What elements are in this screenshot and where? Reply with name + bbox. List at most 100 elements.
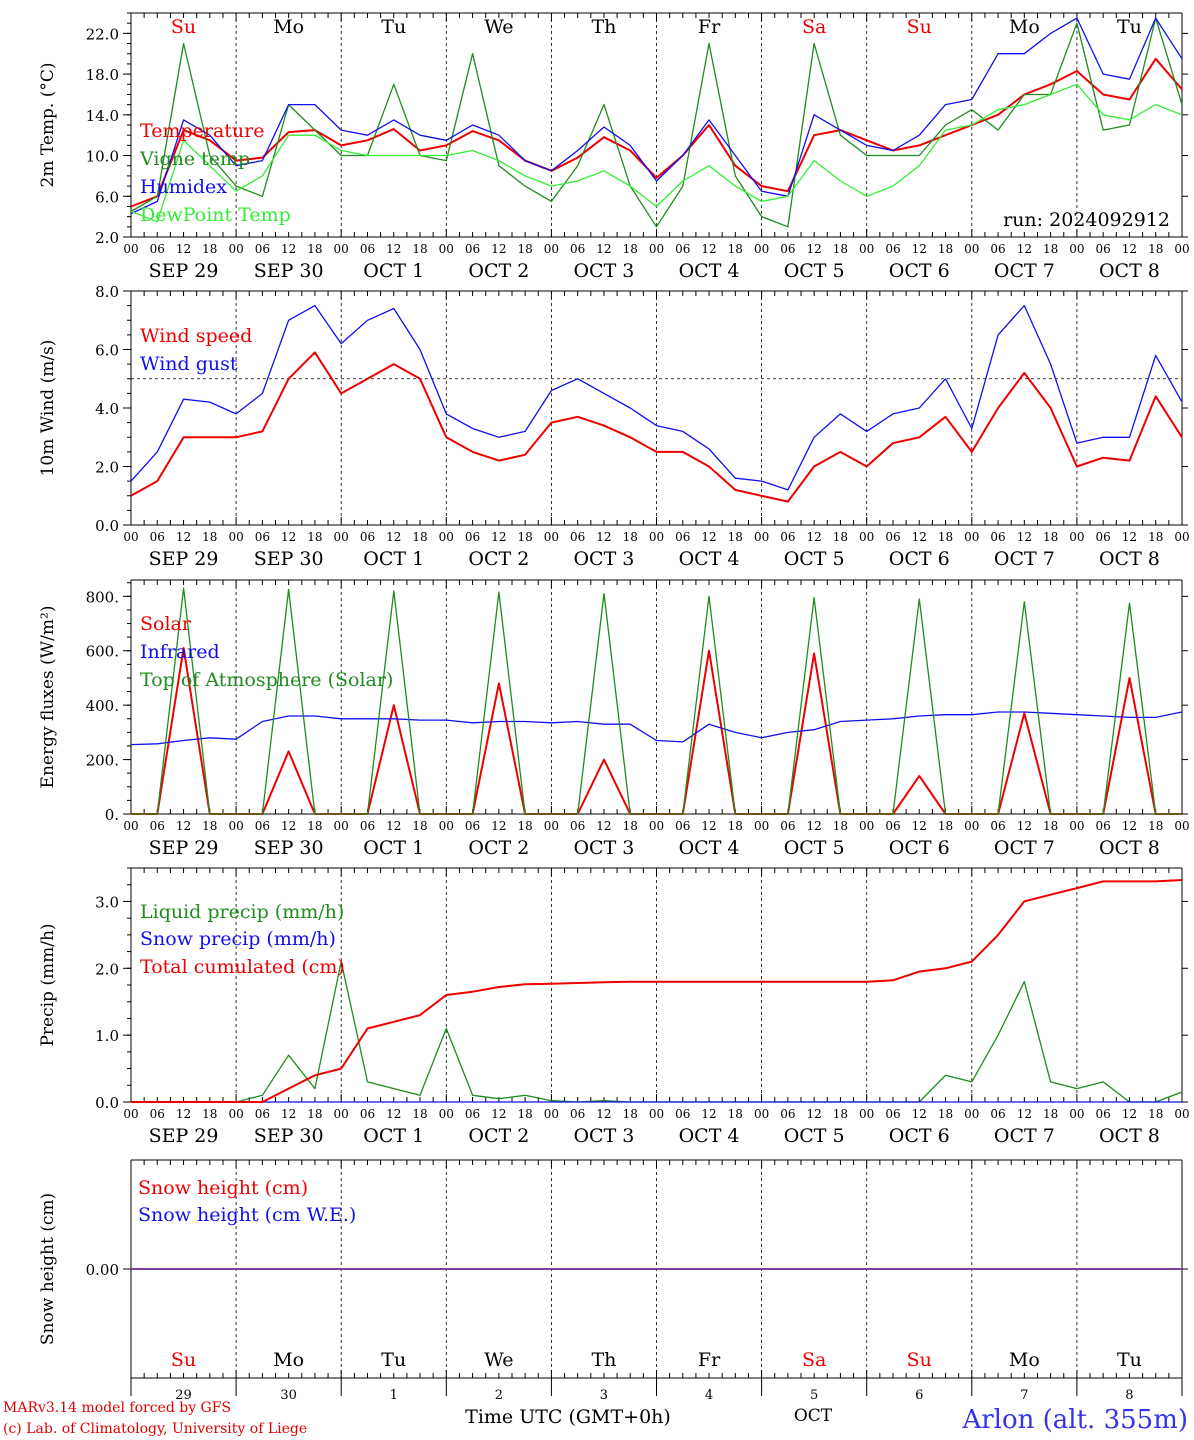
x-date-label: OCT 8 xyxy=(1099,1125,1160,1147)
day-of-week-bottom: Mo xyxy=(1009,1349,1040,1371)
x-date-label: OCT 4 xyxy=(679,548,740,570)
day-of-week-bottom: Tu xyxy=(381,1349,406,1371)
x-date-label: SEP 29 xyxy=(149,837,219,859)
x-hour-label: 18 xyxy=(202,530,217,544)
x-date-label: SEP 29 xyxy=(149,260,219,282)
x-hour-label: 06 xyxy=(1096,819,1111,833)
x-hour-label: 12 xyxy=(491,242,506,256)
day-of-week-top: Mo xyxy=(273,16,304,38)
x-hour-label: 06 xyxy=(675,530,690,544)
series-line-total-cumulated-cm- xyxy=(131,879,1183,1103)
legend-entry: Snow precip (mm/h) xyxy=(140,928,336,950)
x-hour-label: 06 xyxy=(570,1107,585,1121)
series-line-vigne-temp xyxy=(130,17,1183,228)
x-date-label: OCT 8 xyxy=(1099,260,1160,282)
x-hour-label: 18 xyxy=(1043,819,1058,833)
x-hour-label: 00 xyxy=(228,530,243,544)
x-hour-label: 12 xyxy=(807,819,822,833)
x-hour-label: 06 xyxy=(1096,1107,1111,1121)
y-tick-label: 2.0 xyxy=(95,229,119,247)
legend-entry: Humidex xyxy=(140,176,227,198)
legend-entry: Total cumulated (cm) xyxy=(140,956,345,978)
x-hour-label: 18 xyxy=(307,242,322,256)
x-hour-label: 18 xyxy=(728,819,743,833)
x-hour-label: 18 xyxy=(517,530,532,544)
x-hour-label: 12 xyxy=(281,242,296,256)
series-line-dewpoint-temp xyxy=(130,83,1183,223)
x-hour-label: 12 xyxy=(596,530,611,544)
x-hour-label: 00 xyxy=(544,242,559,256)
x-hour-label: 00 xyxy=(649,530,664,544)
day-of-week-top: Su xyxy=(907,16,932,38)
day-of-week-top: Mo xyxy=(1009,16,1040,38)
x-hour-label: 18 xyxy=(938,530,953,544)
y-tick-label: 6.0 xyxy=(95,188,119,206)
x-date-label: OCT 2 xyxy=(468,837,529,859)
legend-entry: Wind speed xyxy=(140,325,252,347)
bottom-day-number: 2 xyxy=(495,1388,503,1403)
x-hour-label: 12 xyxy=(1122,819,1137,833)
y-tick-label: 600. xyxy=(86,643,119,661)
x-date-label: OCT 8 xyxy=(1099,548,1160,570)
x-hour-label: 18 xyxy=(623,242,638,256)
x-date-label: OCT 3 xyxy=(573,1125,634,1147)
day-of-week-top: We xyxy=(484,16,513,38)
x-hour-label: 06 xyxy=(150,242,165,256)
x-hour-label: 00 xyxy=(334,242,349,256)
x-hour-label: 12 xyxy=(596,1107,611,1121)
y-tick-label: 0.00 xyxy=(86,1261,119,1279)
x-hour-label: 06 xyxy=(885,242,900,256)
x-hour-label: 00 xyxy=(439,1107,454,1121)
x-hour-label: 06 xyxy=(150,530,165,544)
bottom-day-number: 4 xyxy=(705,1388,713,1403)
day-of-week-bottom: Sa xyxy=(802,1349,826,1371)
x-hour-label: 06 xyxy=(780,242,795,256)
x-hour-label: 06 xyxy=(990,242,1005,256)
x-hour-label: 18 xyxy=(202,242,217,256)
legend-entry: Vigne temp xyxy=(139,148,250,170)
x-hour-label: 00 xyxy=(1174,1107,1189,1121)
x-date-label: OCT 7 xyxy=(994,837,1055,859)
legend-entry: Temperature xyxy=(140,120,264,142)
x-date-label: OCT 7 xyxy=(994,548,1055,570)
x-hour-label: 18 xyxy=(517,242,532,256)
x-hour-label: 00 xyxy=(228,1107,243,1121)
x-hour-label: 12 xyxy=(807,1107,822,1121)
x-hour-label: 06 xyxy=(255,819,270,833)
x-hour-label: 06 xyxy=(990,819,1005,833)
x-hour-label: 06 xyxy=(360,819,375,833)
credit-line-1: MARv3.14 model forced by GFS xyxy=(3,1400,231,1416)
x-hour-label: 18 xyxy=(938,1107,953,1121)
series-line-infrared xyxy=(130,711,1183,746)
x-date-label: OCT 3 xyxy=(573,260,634,282)
x-hour-label: 06 xyxy=(255,242,270,256)
x-hour-label: 18 xyxy=(307,530,322,544)
y-axis-label: Energy fluxes (W/m²) xyxy=(38,606,58,789)
x-hour-label: 12 xyxy=(386,819,401,833)
x-hour-label: 18 xyxy=(1043,530,1058,544)
x-date-label: OCT 4 xyxy=(679,260,740,282)
panel-4: 3.0 2.0 1.0 0.0 Precip (mm/h) Liquid precip (… xyxy=(38,867,1190,1147)
x-date-label: OCT 1 xyxy=(363,548,424,570)
bottom-day-number: 7 xyxy=(1020,1388,1028,1403)
x-hour-label: 06 xyxy=(990,530,1005,544)
x-hour-label: 12 xyxy=(1122,530,1137,544)
y-axis-label: Precip (mm/h) xyxy=(38,923,58,1046)
x-hour-label: 06 xyxy=(150,819,165,833)
x-hour-label: 18 xyxy=(202,819,217,833)
x-hour-label: 00 xyxy=(649,819,664,833)
run-label: run: 2024092912 xyxy=(1003,209,1170,231)
x-hour-label: 12 xyxy=(281,1107,296,1121)
x-hour-label: 12 xyxy=(176,819,191,833)
x-hour-label: 06 xyxy=(465,819,480,833)
x-date-label: OCT 5 xyxy=(784,548,845,570)
legend-entry: Top of Atmosphere (Solar) xyxy=(140,669,393,691)
x-hour-label: 00 xyxy=(1069,819,1084,833)
x-hour-label: 18 xyxy=(412,1107,427,1121)
bottom-day-number: 5 xyxy=(810,1388,818,1403)
x-hour-label: 12 xyxy=(912,1107,927,1121)
x-hour-label: 06 xyxy=(255,530,270,544)
x-hour-label: 18 xyxy=(833,1107,848,1121)
station-label: Arlon (alt. 355m) xyxy=(961,1405,1188,1435)
y-tick-label: 200. xyxy=(86,752,119,770)
